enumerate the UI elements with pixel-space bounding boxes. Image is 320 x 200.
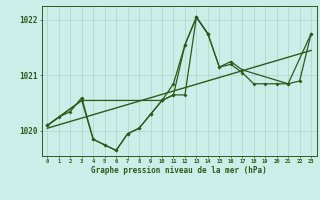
- X-axis label: Graphe pression niveau de la mer (hPa): Graphe pression niveau de la mer (hPa): [91, 166, 267, 175]
